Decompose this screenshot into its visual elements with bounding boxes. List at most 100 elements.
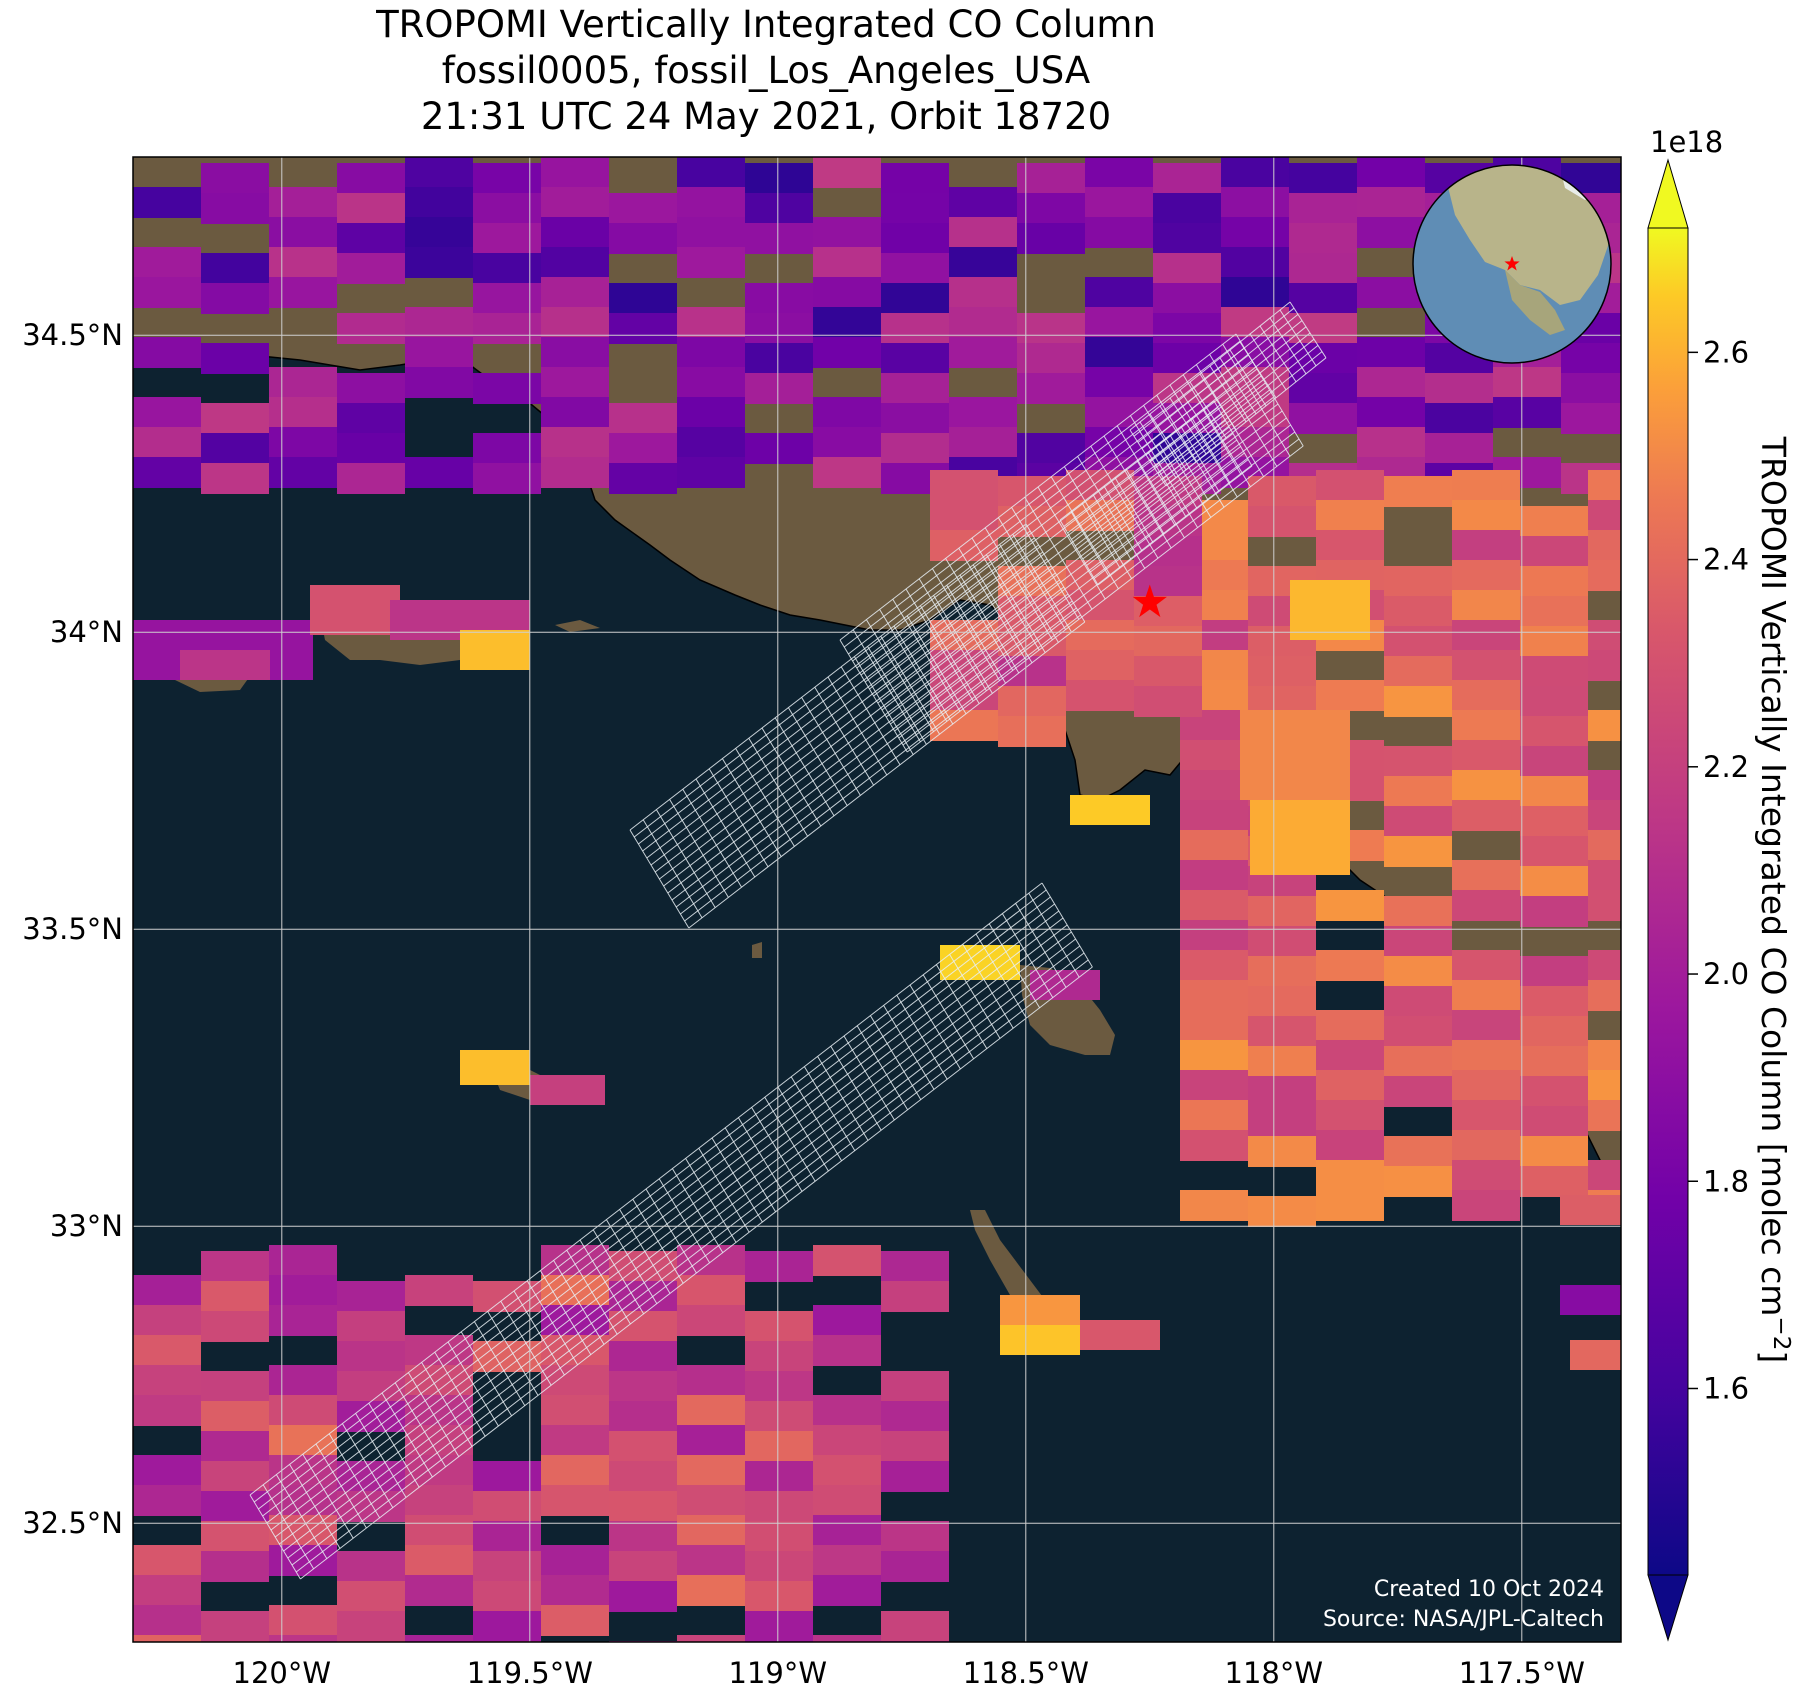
co-pixel [677, 1515, 745, 1546]
co-pixel [677, 1365, 745, 1396]
co-pixel [1452, 980, 1520, 1011]
latitude-tick-labels: 34.5°N 34°N 33.5°N 33°N 32.5°N [22, 318, 123, 1540]
lon-tick-label: 119.5°W [467, 1656, 593, 1690]
co-pixel [1316, 680, 1384, 711]
co-pixel [813, 1575, 881, 1606]
co-pixel [677, 457, 745, 488]
co-pixel [1248, 1046, 1316, 1077]
co-pixel [949, 307, 1017, 338]
co-pixel [1316, 1040, 1384, 1071]
co-pixel [201, 1491, 269, 1522]
footprint-line [864, 375, 1262, 683]
co-pixel [1017, 163, 1085, 194]
co-pixel [1452, 1040, 1520, 1071]
footprint-line [1219, 357, 1257, 415]
co-pixel [745, 1401, 813, 1432]
co-pixel [1357, 337, 1425, 368]
co-pixel [1520, 1046, 1588, 1077]
co-pixel [337, 1581, 405, 1612]
footprint-line [253, 889, 1047, 1503]
co-pixel [1425, 433, 1493, 464]
co-pixel [1248, 896, 1316, 927]
co-pixel [1180, 1040, 1248, 1071]
co-pixel [1520, 1076, 1588, 1107]
co-pixel [269, 1485, 337, 1516]
co-pixel [1248, 956, 1316, 987]
co-pixel [201, 1311, 269, 1342]
co-pixel [337, 1371, 405, 1402]
footprint-line [1141, 320, 1303, 449]
co-pixel [677, 307, 745, 338]
co-pixel [881, 313, 949, 344]
co-pixel [609, 403, 677, 434]
co-pixel [1520, 896, 1588, 927]
co-pixel [1520, 656, 1588, 687]
co-pixel [337, 1641, 405, 1642]
co-pixel [881, 283, 949, 314]
co-pixel [269, 1455, 337, 1486]
co-pixel [1180, 980, 1248, 1011]
co-pixel [1384, 476, 1452, 507]
co-pixel [1153, 223, 1221, 254]
co-pixel [1384, 836, 1452, 867]
footprint-line [1157, 345, 1319, 474]
co-pixel [1452, 560, 1520, 591]
co-pixel [745, 1371, 813, 1402]
co-pixel [881, 193, 949, 224]
co-pixel [1384, 596, 1452, 627]
co-pixel [813, 1335, 881, 1366]
co-pixel [337, 403, 405, 434]
co-pixel [1221, 277, 1289, 308]
globe-north-america [1445, 165, 1610, 305]
footprint-line [1149, 413, 1187, 471]
co-pixel [1384, 746, 1452, 777]
co-pixel [1000, 1295, 1080, 1325]
co-pixel [881, 223, 949, 254]
footprint-line [1269, 317, 1307, 375]
co-pixel [473, 433, 541, 464]
lat-tick-label: 34.5°N [22, 318, 123, 352]
co-pixel [337, 193, 405, 224]
co-pixel [1384, 1016, 1452, 1047]
co-pixel [541, 1395, 609, 1426]
co-pixel [1248, 986, 1316, 1017]
co-pixel [1316, 890, 1384, 921]
co-pixel [881, 1641, 949, 1642]
lat-tick-label: 34°N [50, 615, 123, 649]
co-pixel [541, 1305, 609, 1336]
co-pixel [745, 313, 813, 344]
colorbar-tick-label: 2.6 [1703, 335, 1749, 369]
footprint-line [1137, 314, 1299, 443]
co-pixel [201, 1281, 269, 1312]
co-pixel [1384, 1076, 1452, 1107]
footprint-line [1179, 389, 1217, 447]
co-pixel [473, 193, 541, 224]
co-pixel [1520, 716, 1588, 747]
co-pixel [269, 187, 337, 218]
co-pixel [745, 433, 813, 464]
co-pixel [201, 1401, 269, 1432]
co-pixel [541, 1425, 609, 1456]
co-pixel [1248, 476, 1316, 507]
co-pixel [813, 1545, 881, 1576]
co-pixel [609, 283, 677, 314]
colorbar-label-text: TROPOMI Vertically Integrated CO Column … [1754, 436, 1793, 1317]
title-line-2: fossil0005, fossil_Los_Angeles_USA [441, 49, 1091, 92]
target-star-icon [1132, 584, 1167, 618]
co-pixel [405, 187, 473, 218]
co-pixel [541, 307, 609, 338]
co-pixel [473, 283, 541, 314]
co-pixel [1520, 986, 1588, 1017]
co-pixel [1180, 1010, 1248, 1041]
co-pixel [677, 1305, 745, 1336]
co-pixel [1070, 795, 1150, 825]
co-pixel [1066, 620, 1134, 651]
co-pixel [133, 1545, 201, 1576]
co-pixel [1180, 1190, 1248, 1221]
co-pixel [1153, 313, 1221, 344]
co-pixel [1588, 950, 1621, 981]
co-pixel [473, 1491, 541, 1522]
globe-target-star-icon [1504, 256, 1520, 271]
co-pixel [541, 247, 609, 278]
co-pixel [1588, 1160, 1621, 1191]
